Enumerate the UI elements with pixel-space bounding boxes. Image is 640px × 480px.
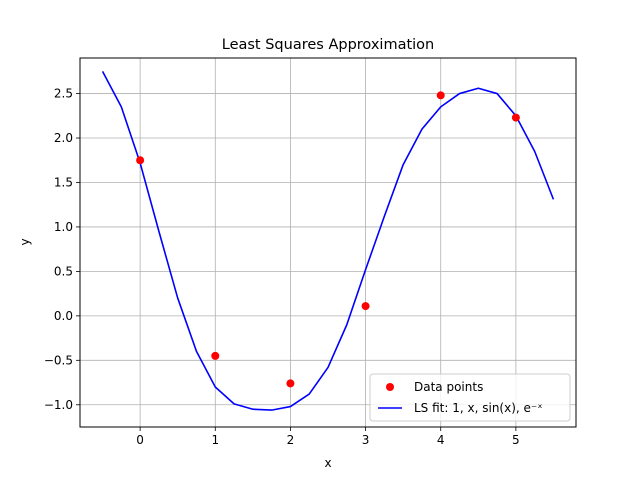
plot-area: 0 1 2 3 4 5 −1.0 −0.5 0.0 0.5 1.0 1.5 2.0 2.5 Data poi… xyxy=(44,57,577,447)
x-tick-label: 0 xyxy=(136,433,144,447)
y-tick-label: 1.5 xyxy=(54,175,73,189)
y-tick-label: 2.0 xyxy=(54,131,73,145)
x-tick-label: 4 xyxy=(437,433,445,447)
y-tick-label: 0.5 xyxy=(54,264,73,278)
fit-line xyxy=(101,70,555,411)
legend-marker-data-points xyxy=(386,383,394,391)
x-tick-label: 5 xyxy=(512,433,520,447)
data-point xyxy=(211,351,220,360)
data-point xyxy=(511,113,520,122)
y-tick-label: 2.5 xyxy=(54,87,73,101)
chart-title: Least Squares Approximation xyxy=(222,37,434,53)
data-point xyxy=(436,91,445,100)
y-tick-label: 1.0 xyxy=(54,220,73,234)
x-axis-title: x xyxy=(324,456,331,470)
x-tick-label: 2 xyxy=(287,433,295,447)
data-point xyxy=(361,302,370,311)
data-point xyxy=(136,156,145,165)
y-tick-label: −1.0 xyxy=(44,398,73,412)
legend-label-fit-line: LS fit: 1, x, sin(x), e⁻ˣ xyxy=(414,401,543,415)
data-point xyxy=(286,379,295,388)
x-tick-label: 1 xyxy=(211,433,219,447)
y-tick-label: 0.0 xyxy=(54,309,73,323)
legend-label-data-points: Data points xyxy=(414,380,483,394)
legend-box xyxy=(369,373,571,422)
axes-frame xyxy=(79,57,577,428)
x-tick-label: 3 xyxy=(362,433,370,447)
y-axis-title: y xyxy=(18,238,32,245)
y-tick-label: −0.5 xyxy=(44,353,73,367)
